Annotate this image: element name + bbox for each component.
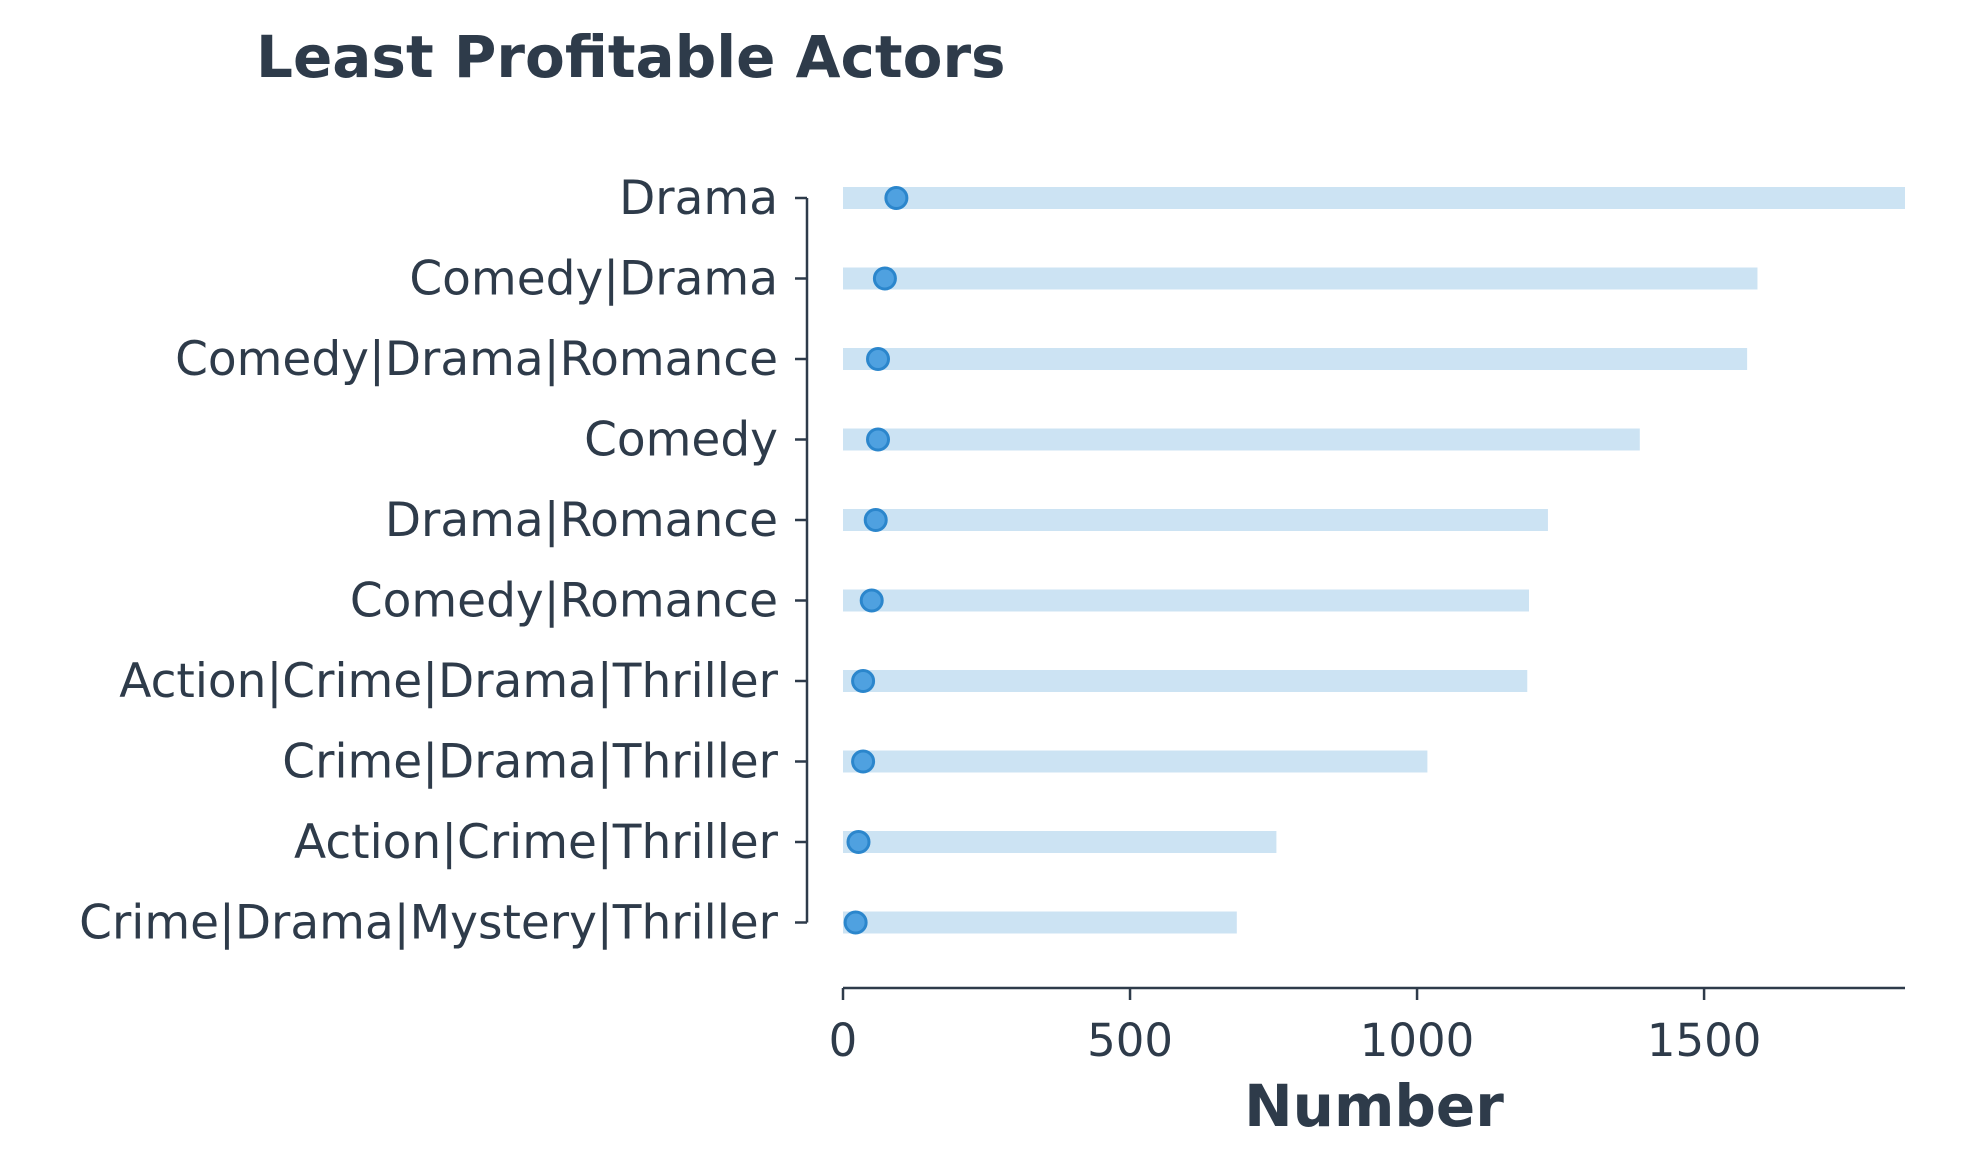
bar <box>843 831 1277 853</box>
x-tick-label: 500 <box>1087 1014 1173 1067</box>
data-point <box>884 186 909 210</box>
bar <box>843 187 1905 209</box>
bar <box>843 428 1640 451</box>
bar <box>843 670 1528 692</box>
data-point <box>872 266 897 291</box>
x-tick-label: 1000 <box>1360 1014 1475 1067</box>
bar <box>843 589 1529 612</box>
x-tick-label: 0 <box>829 1014 858 1067</box>
x-axis: 0 500 1000 1500 <box>829 986 1905 1067</box>
y-tick-label: Comedy|Drama <box>409 252 778 307</box>
bar <box>843 348 1748 370</box>
chart-title: Least Profitable Actors <box>256 23 1006 91</box>
bar <box>843 911 1237 934</box>
data-point <box>863 508 888 532</box>
data-point <box>843 910 868 935</box>
bar <box>843 267 1758 290</box>
x-axis-title: Number <box>1244 1072 1504 1140</box>
data-point <box>851 669 876 693</box>
bars-layer <box>843 187 1905 934</box>
y-tick-label: Comedy|Drama|Romance <box>175 332 778 387</box>
bar <box>843 750 1428 773</box>
data-point <box>859 588 884 613</box>
y-axis: Drama Comedy|Drama Comedy|Drama|Romance Com… <box>79 171 809 951</box>
y-tick-label: Drama|Romance <box>385 493 778 548</box>
y-tick-label: Action|Crime|Drama|Thriller <box>119 654 778 709</box>
data-point <box>866 427 891 452</box>
data-point <box>846 830 871 854</box>
x-tick-label: 1500 <box>1647 1014 1762 1067</box>
y-tick-label: Comedy <box>584 413 778 468</box>
data-point <box>851 749 876 774</box>
y-tick-label: Crime|Drama|Thriller <box>282 735 778 790</box>
y-tick-label: Drama <box>619 171 778 226</box>
y-tick-label: Comedy|Romance <box>350 574 778 629</box>
y-tick-label: Action|Crime|Thriller <box>294 815 779 870</box>
y-tick-label: Crime|Drama|Mystery|Thriller <box>79 896 779 951</box>
bar <box>843 509 1548 531</box>
points-layer <box>843 186 909 935</box>
data-point <box>866 347 891 371</box>
